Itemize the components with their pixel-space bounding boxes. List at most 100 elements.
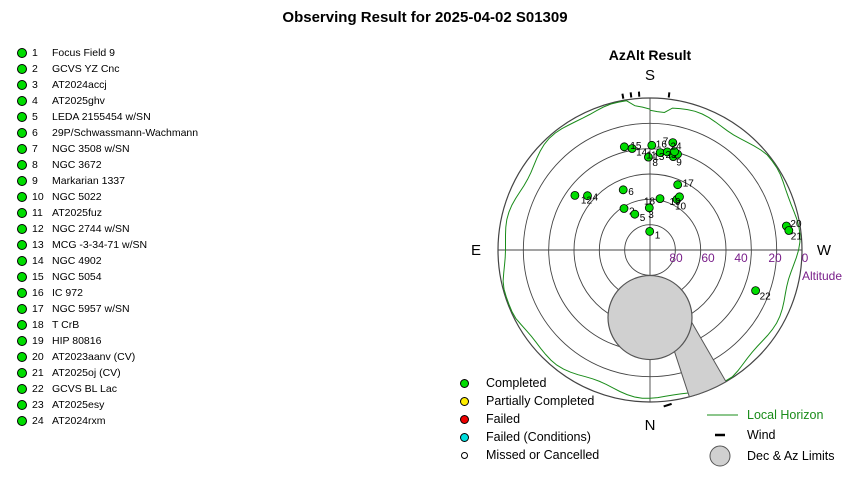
target-point [583,191,592,201]
legend-graphics [707,414,738,467]
point-label: 20 [790,219,802,230]
missed-dot-icon [461,452,468,459]
target-point [570,190,580,200]
altitude-tick-label: 40 [734,251,748,265]
target-number: 12 [32,223,44,235]
target-number: 11 [32,207,43,219]
target-name: AT2025ghv [52,95,105,107]
point-label: 21 [791,232,803,243]
point-label: 19 [670,197,682,208]
status-dot-icon [17,112,27,122]
legend-missed-label: Missed or Cancelled [486,448,600,462]
failed-conditions-dot-icon [460,433,469,442]
point-label: 23 [666,150,678,161]
target-name: GCVS BL Lac [52,383,117,395]
dec-limit-circle [607,274,693,361]
status-dot-icon [17,160,27,170]
status-dot-icon [17,416,27,426]
target-number: 19 [32,335,44,347]
target-point [645,226,655,236]
target-number: 7 [32,143,38,155]
target-name: NGC 5022 [52,191,102,203]
wind-mark [621,93,625,99]
legend-wind-label: Wind [747,426,775,444]
wind-text: Wind [747,428,776,442]
target-number: 22 [32,383,44,395]
status-dot-icon [17,288,27,298]
completed-dot-icon [460,379,469,388]
target-point [644,203,654,213]
target-point [675,192,684,202]
point-label: 8 [652,158,658,169]
target-point [784,226,794,235]
target-name: AT2025fuz [52,207,103,219]
status-dot-icon [17,224,27,234]
wind-mark [667,92,671,98]
limits-text: Dec & Az Limits [747,449,835,463]
point-label: 7 [663,137,669,148]
status-dot-icon [17,320,27,330]
status-dot-icon [17,352,27,362]
target-number: 3 [32,79,38,91]
status-dot-icon [17,256,27,266]
axis-labels: S N E W 80 60 40 20 0 Altitude [471,67,842,434]
status-dot-icon [17,304,27,314]
point-label: 5 [640,213,646,224]
target-number: 6 [32,127,38,139]
dec-az-limits [607,274,727,398]
target-number: 13 [32,239,44,251]
point-label: 13 [653,152,665,163]
status-dot-icon [17,128,27,138]
point-label: 11 [646,151,657,162]
target-point [668,138,678,148]
target-number: 1 [32,47,38,59]
target-number: 15 [32,271,44,283]
target-point [655,194,665,204]
target-name: IC 972 [52,287,83,299]
status-dot-icon [17,192,27,202]
point-label: 4 [593,193,599,204]
target-point [619,204,629,213]
target-number: 21 [32,367,44,379]
altitude-tick-label: 0 [802,251,809,265]
target-point [618,185,628,195]
point-label: 14 [636,148,648,159]
limits-swatch [709,445,731,467]
target-name: NGC 2744 w/SN [52,223,130,235]
status-dot-icon [17,384,27,394]
status-dot-icon [17,272,27,282]
status-dot-icon [17,48,27,58]
status-dot-icon [17,96,27,106]
target-number: 8 [32,159,38,171]
target-name: NGC 5054 [52,271,102,283]
target-number: 24 [32,415,44,427]
target-point [644,152,653,162]
status-dot-icon [17,80,27,90]
target-number: 20 [32,351,44,363]
target-point [647,140,657,150]
target-number: 5 [32,111,38,123]
failed-dot-icon [460,415,469,424]
point-label: 6 [628,187,634,198]
status-dot-icon [17,336,27,346]
partial-dot-icon [460,397,469,406]
target-points: 123456789101112131415161718192021222324 [570,137,803,303]
altitude-tick-label: 20 [768,251,782,265]
target-name: AT2025oj (CV) [52,367,121,379]
target-number: 10 [32,191,44,203]
legend-local-horizon-label: Local Horizon [747,406,823,424]
page-title: Observing Result for 2025-04-02 S01309 [282,9,568,26]
altitude-tick-label: 80 [669,251,683,265]
target-number: 9 [32,175,38,187]
wind-marks [621,91,672,408]
status-dot-icon [17,400,27,410]
target-name: AT2024accj [52,79,107,91]
target-name: AT2024rxm [52,415,106,427]
point-label: 1 [655,230,661,241]
target-name: NGC 3672 [52,159,102,171]
local-horizon-text: Local Horizon [747,408,824,422]
target-name: T CrB [52,319,80,331]
chart-title: AzAlt Result [609,47,692,63]
target-point [751,286,760,296]
target-name: GCVS YZ Cnc [52,63,120,75]
